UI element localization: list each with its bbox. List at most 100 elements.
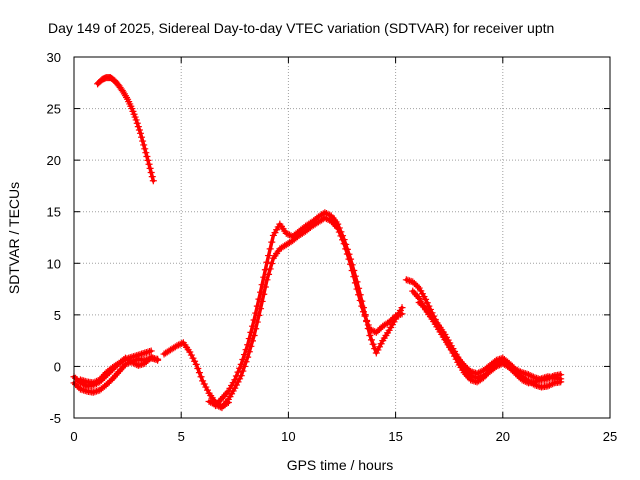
chart-title: Day 149 of 2025, Sidereal Day-to-day VTE… <box>48 20 554 36</box>
data-point <box>345 250 353 258</box>
y-tick-label: 20 <box>47 153 61 168</box>
y-tick-label: -5 <box>49 411 61 426</box>
tick-layer: 0 5 10 15 20 25 -5 0 5 10 15 20 25 30 <box>47 50 618 444</box>
data-point <box>545 381 553 389</box>
data-point <box>104 379 112 387</box>
data-point <box>513 371 521 379</box>
series-trace <box>404 278 563 382</box>
y-tick-label: 15 <box>47 205 61 220</box>
data-point <box>417 300 425 308</box>
data-point <box>265 252 273 260</box>
data-point <box>508 367 516 375</box>
data-point <box>512 370 520 378</box>
data-point <box>374 327 382 335</box>
data-point <box>536 376 544 384</box>
data-point <box>147 353 155 361</box>
data-point <box>102 381 110 389</box>
data-point <box>492 362 500 370</box>
data-point <box>140 141 148 149</box>
series-sat-g <box>212 209 406 410</box>
data-point <box>520 377 528 385</box>
data-point <box>192 360 200 368</box>
data-point <box>197 373 205 381</box>
data-point <box>143 153 151 161</box>
data-point <box>376 343 384 351</box>
data-point <box>176 340 184 348</box>
data-point <box>367 336 375 344</box>
x-tick-label: 15 <box>388 429 402 444</box>
y-tick-label: 0 <box>54 359 61 374</box>
data-point <box>187 351 195 359</box>
data-point <box>356 291 364 299</box>
data-point <box>200 380 208 388</box>
data-point <box>347 255 355 263</box>
data-point <box>335 224 343 232</box>
data-point <box>194 364 202 372</box>
data-point <box>322 210 330 218</box>
data-point <box>282 229 290 237</box>
data-point <box>531 378 539 386</box>
data-point <box>359 304 367 312</box>
data-point <box>422 295 430 303</box>
data-point <box>131 360 139 368</box>
data-point <box>148 173 156 181</box>
data-point <box>268 260 276 268</box>
data-point <box>369 340 377 348</box>
data-point <box>135 126 143 134</box>
data-point <box>240 351 248 359</box>
data-point <box>132 116 140 124</box>
data-point <box>549 380 557 388</box>
x-tick-label: 10 <box>281 429 295 444</box>
data-point <box>141 359 149 367</box>
data-point <box>149 177 157 185</box>
data-point <box>423 299 431 307</box>
data-point <box>339 232 347 240</box>
data-point <box>547 380 555 388</box>
data-point <box>358 297 366 305</box>
data-point <box>418 302 426 310</box>
x-tick-label: 25 <box>603 429 617 444</box>
data-point <box>107 376 115 384</box>
data-point <box>557 375 565 383</box>
data-point <box>93 377 101 385</box>
data-point <box>231 376 239 384</box>
data-point <box>242 346 250 354</box>
series-sat-c <box>76 353 162 387</box>
data-point <box>216 403 224 411</box>
y-axis-label: SDTVAR / TECUs <box>6 182 22 294</box>
data-point <box>252 309 260 317</box>
data-point <box>525 371 533 379</box>
y-tick-label: 10 <box>47 256 61 271</box>
data-point <box>248 322 256 330</box>
data-point <box>534 376 542 384</box>
data-point <box>91 378 99 386</box>
data-point <box>250 316 258 324</box>
data-point <box>234 368 242 376</box>
data-point <box>533 377 541 385</box>
data-point <box>191 357 199 365</box>
data-point <box>105 378 113 386</box>
data-point <box>544 382 552 390</box>
data-point <box>337 228 345 236</box>
data-point <box>268 238 276 246</box>
data-point <box>154 356 162 364</box>
series-trace <box>162 340 231 409</box>
data-point <box>398 304 406 312</box>
x-axis-label: GPS time / hours <box>287 457 394 473</box>
data-point <box>128 358 136 366</box>
data-point <box>144 156 152 164</box>
data-point <box>239 355 247 363</box>
data-point <box>415 298 423 306</box>
data-point <box>139 137 147 145</box>
data-point <box>263 258 271 266</box>
data-point <box>145 160 153 168</box>
plot-frame <box>73 56 611 419</box>
series-trace <box>213 210 404 408</box>
data-point <box>121 360 129 368</box>
data-point <box>244 341 252 349</box>
data-point <box>247 328 255 336</box>
data-point <box>133 119 141 127</box>
data-point <box>526 371 534 379</box>
